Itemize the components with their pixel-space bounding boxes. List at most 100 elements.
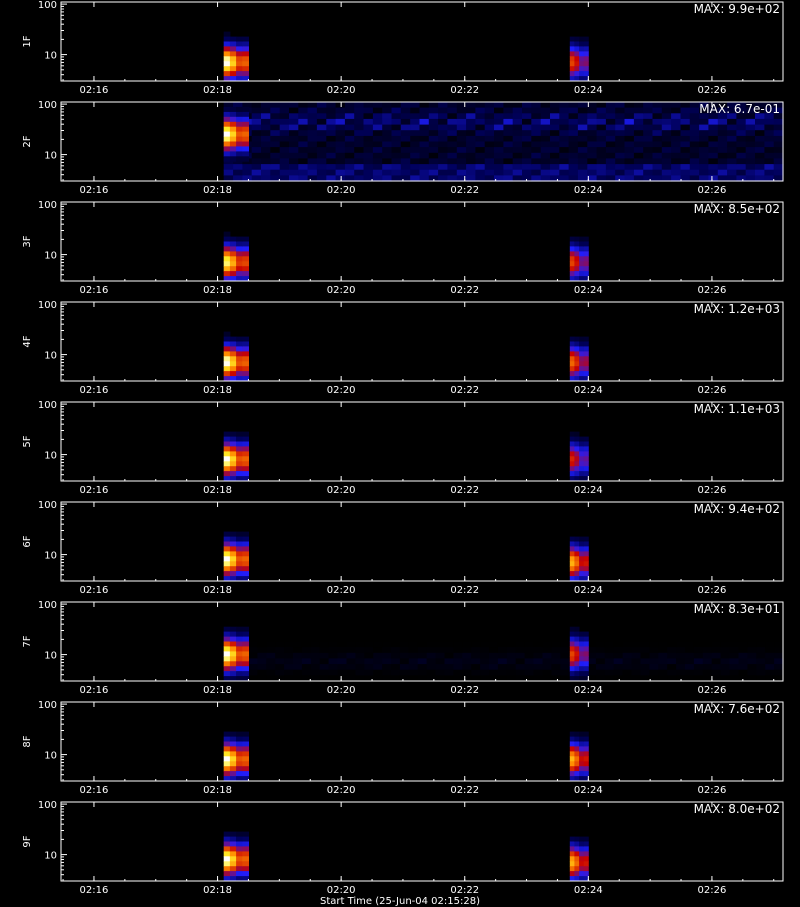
background-cell xyxy=(354,135,365,143)
burst-cell xyxy=(579,841,585,847)
burst-cell xyxy=(574,546,580,552)
background-cell xyxy=(382,118,393,126)
background-cell xyxy=(344,107,355,114)
background-cell xyxy=(622,675,633,682)
background-cell xyxy=(524,675,535,682)
background-cell xyxy=(643,147,654,154)
background-cell xyxy=(293,652,303,659)
burst-cell xyxy=(236,241,243,247)
background-cell xyxy=(310,602,321,609)
background-cell xyxy=(755,124,765,131)
background-cell xyxy=(364,635,374,643)
background-cell xyxy=(382,107,393,114)
burst-cell xyxy=(579,76,585,82)
y-axis-label: 4F xyxy=(22,335,33,347)
background-cell xyxy=(652,118,663,126)
background-cell xyxy=(699,164,709,171)
background-cell xyxy=(391,147,402,154)
background-cell xyxy=(676,602,686,609)
background-cell xyxy=(540,152,551,159)
burst-cell xyxy=(236,371,243,377)
background-cell xyxy=(506,618,517,626)
background-cell xyxy=(279,175,290,182)
background-cell xyxy=(456,107,467,114)
background-cell xyxy=(661,135,672,143)
background-cell xyxy=(382,130,393,137)
background-cell xyxy=(344,152,355,159)
max-value-label: MAX: 7.6e+02 xyxy=(694,702,780,716)
burst-cell xyxy=(569,251,575,257)
background-cell xyxy=(595,635,606,643)
background-cell xyxy=(640,602,650,609)
burst-cell xyxy=(229,871,237,877)
background-cell xyxy=(774,630,784,637)
burst-cell xyxy=(583,556,589,562)
burst-cell xyxy=(236,276,243,282)
background-cell xyxy=(680,147,691,154)
background-cell xyxy=(699,113,709,120)
burst-cell xyxy=(569,576,575,582)
background-cell xyxy=(551,602,561,609)
background-cell xyxy=(658,652,668,659)
background-cell xyxy=(512,135,523,143)
burst-cell xyxy=(229,646,237,652)
background-cell xyxy=(428,141,439,148)
background-cell xyxy=(428,164,439,171)
burst-cell xyxy=(579,346,585,352)
background-cell xyxy=(355,664,365,671)
burst-cell xyxy=(579,61,585,67)
background-cell xyxy=(756,652,766,659)
y-axis-label: 1F xyxy=(22,35,33,47)
burst-cell xyxy=(236,361,243,367)
background-cell xyxy=(444,675,454,682)
background-cell xyxy=(595,613,606,620)
background-cell xyxy=(559,158,570,165)
background-cell xyxy=(633,147,644,154)
burst-cell xyxy=(569,861,575,867)
background-cell xyxy=(533,675,543,682)
x-tick-label: 02:24 xyxy=(574,85,603,96)
y-tick-label: 10 xyxy=(44,651,57,662)
background-cell xyxy=(279,102,290,109)
background-cell xyxy=(489,647,499,654)
background-cell xyxy=(426,658,437,665)
burst-cell xyxy=(229,131,237,137)
background-cell xyxy=(382,113,393,120)
background-cell xyxy=(708,107,719,114)
burst-cell xyxy=(236,126,243,133)
background-cell xyxy=(689,175,700,182)
burst-cell xyxy=(242,731,249,737)
background-cell xyxy=(417,602,428,609)
background-cell xyxy=(605,164,616,171)
background-cell xyxy=(310,658,321,665)
background-cell xyxy=(522,118,532,126)
burst-cell xyxy=(236,256,243,262)
background-cell xyxy=(261,118,271,126)
burst-cell xyxy=(583,646,589,652)
x-tick-label: 02:26 xyxy=(698,585,727,596)
x-tick-label: 02:24 xyxy=(574,385,603,396)
background-cell xyxy=(233,164,243,171)
background-cell xyxy=(764,141,775,148)
burst-cell xyxy=(229,371,237,377)
background-cell xyxy=(382,669,392,676)
burst-cell xyxy=(579,746,585,752)
background-cell xyxy=(428,169,439,176)
background-cell xyxy=(764,113,775,120)
burst-cell xyxy=(242,666,249,672)
background-cell xyxy=(667,624,677,631)
background-cell xyxy=(773,175,784,182)
burst-cell xyxy=(583,251,589,257)
background-cell xyxy=(466,130,476,137)
background-cell xyxy=(649,658,659,665)
background-cell xyxy=(275,647,285,654)
max-value-label: MAX: 6.7e-01 xyxy=(699,102,780,116)
background-cell xyxy=(631,669,641,676)
burst-cell xyxy=(229,576,237,582)
x-tick-label: 02:16 xyxy=(80,785,109,796)
background-cell xyxy=(337,658,347,665)
burst-cell xyxy=(242,71,249,77)
background-cell xyxy=(275,658,285,665)
background-cell xyxy=(426,624,437,631)
background-cell xyxy=(560,602,570,609)
